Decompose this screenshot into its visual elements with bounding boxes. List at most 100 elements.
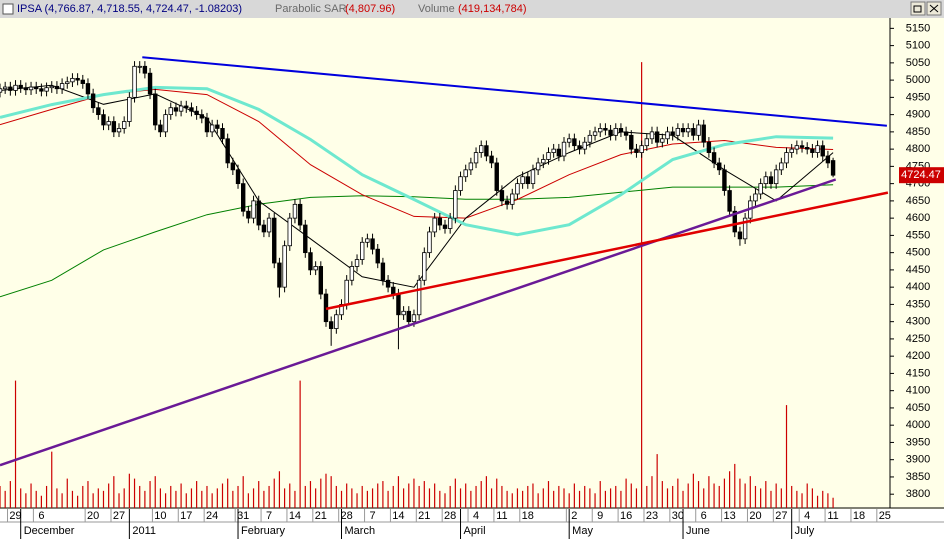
candle-body xyxy=(706,141,712,153)
candle-body xyxy=(173,107,179,112)
candle-body xyxy=(727,190,732,212)
candle-body xyxy=(494,162,499,191)
candle-body xyxy=(499,190,505,202)
candle-body xyxy=(634,148,639,153)
candle-body xyxy=(287,217,292,247)
y-tick-label: 4350 xyxy=(906,298,930,310)
x-tick-label: 31 xyxy=(237,510,249,522)
candle-body xyxy=(401,310,406,316)
x-tick-label: 28 xyxy=(444,510,456,522)
restore-button[interactable] xyxy=(910,1,926,16)
candle-body xyxy=(556,148,562,157)
candle-body xyxy=(603,128,608,131)
candle-body xyxy=(328,321,334,329)
symbol-title: IPSA (4,766.87, 4,718.55, 4,724.47, -1.0… xyxy=(17,3,242,15)
x-tick-label: 20 xyxy=(749,510,761,522)
candle-body xyxy=(39,88,44,92)
title-bar xyxy=(0,0,944,18)
y-tick-label: 3800 xyxy=(906,488,930,500)
candle-body xyxy=(96,107,101,116)
month-tick-label: 2011 xyxy=(132,525,156,537)
candle-body xyxy=(422,252,427,281)
x-tick-label: 18 xyxy=(522,510,534,522)
candle-body xyxy=(194,110,199,116)
candle-body xyxy=(665,131,670,140)
candle-body xyxy=(256,200,261,226)
candle-body xyxy=(411,314,417,323)
y-tick-label: 5100 xyxy=(906,40,930,52)
price-label: 4724.47 xyxy=(901,169,941,181)
candle-body xyxy=(163,114,168,133)
y-tick-label: 4450 xyxy=(906,264,930,276)
x-tick-label: 11 xyxy=(496,510,507,522)
candle-body xyxy=(370,238,375,250)
y-tick-label: 4150 xyxy=(906,367,930,379)
candle-body xyxy=(504,200,510,205)
candle-body xyxy=(541,159,546,164)
y-tick-label: 5000 xyxy=(906,74,930,86)
candle-body xyxy=(8,86,13,91)
candle-body xyxy=(525,176,530,185)
y-tick-label: 4800 xyxy=(906,143,930,155)
y-tick-label: 4300 xyxy=(906,316,930,328)
candle-body xyxy=(137,65,142,68)
candle-body xyxy=(582,141,587,150)
y-tick-label: 4650 xyxy=(906,195,930,207)
candle-body xyxy=(277,262,282,288)
candle-body xyxy=(184,105,189,109)
candle-body xyxy=(0,88,3,93)
candle-body xyxy=(763,176,769,185)
candle-body xyxy=(427,231,432,254)
y-tick-label: 5050 xyxy=(906,57,930,69)
trend-line xyxy=(0,178,837,467)
y-tick-label: 4100 xyxy=(906,385,930,397)
candle-body xyxy=(396,293,401,316)
x-tick-label: 10 xyxy=(154,510,166,522)
x-tick-label: 29 xyxy=(9,510,21,522)
x-tick-label: 7 xyxy=(369,510,375,522)
candle-body xyxy=(639,145,644,153)
candle-body xyxy=(458,176,463,191)
candle-body xyxy=(132,65,137,98)
candle-body xyxy=(685,128,691,133)
candle-body xyxy=(70,77,75,83)
candle-body xyxy=(215,124,220,129)
x-tick-label: 14 xyxy=(289,510,301,522)
candle-body xyxy=(240,183,246,212)
candle-body xyxy=(2,86,8,90)
candle-body xyxy=(722,169,727,191)
candle-body xyxy=(225,138,230,164)
candle-body xyxy=(127,96,132,122)
candle-body xyxy=(292,203,298,219)
candle-body xyxy=(825,155,831,164)
indicator-line xyxy=(0,184,834,298)
candle-body xyxy=(111,121,117,133)
candle-body xyxy=(313,266,318,271)
candle-body xyxy=(261,224,267,233)
candle-body xyxy=(515,183,520,195)
x-tick-label: 20 xyxy=(87,510,99,522)
candle-body xyxy=(815,145,820,153)
candle-body xyxy=(670,131,675,136)
candle-body xyxy=(701,124,706,143)
month-tick-label: April xyxy=(464,525,486,537)
candle-body xyxy=(768,176,774,185)
y-tick-label: 4050 xyxy=(906,402,930,414)
candle-body xyxy=(432,217,437,233)
candle-body xyxy=(85,83,91,95)
candle-body xyxy=(629,134,634,150)
indicator-line xyxy=(0,85,834,237)
x-tick-label: 16 xyxy=(620,510,632,522)
candle-body xyxy=(365,238,370,243)
month-tick-label: February xyxy=(241,525,286,537)
x-tick-label: 14 xyxy=(392,510,404,522)
candle-body xyxy=(587,134,593,143)
candle-body xyxy=(308,252,313,271)
month-tick-label: June xyxy=(686,525,710,537)
candle-body xyxy=(789,148,794,153)
candle-body xyxy=(230,162,236,171)
candle-body xyxy=(349,266,355,281)
y-tick-label: 4500 xyxy=(906,247,930,259)
candle-body xyxy=(380,262,386,281)
